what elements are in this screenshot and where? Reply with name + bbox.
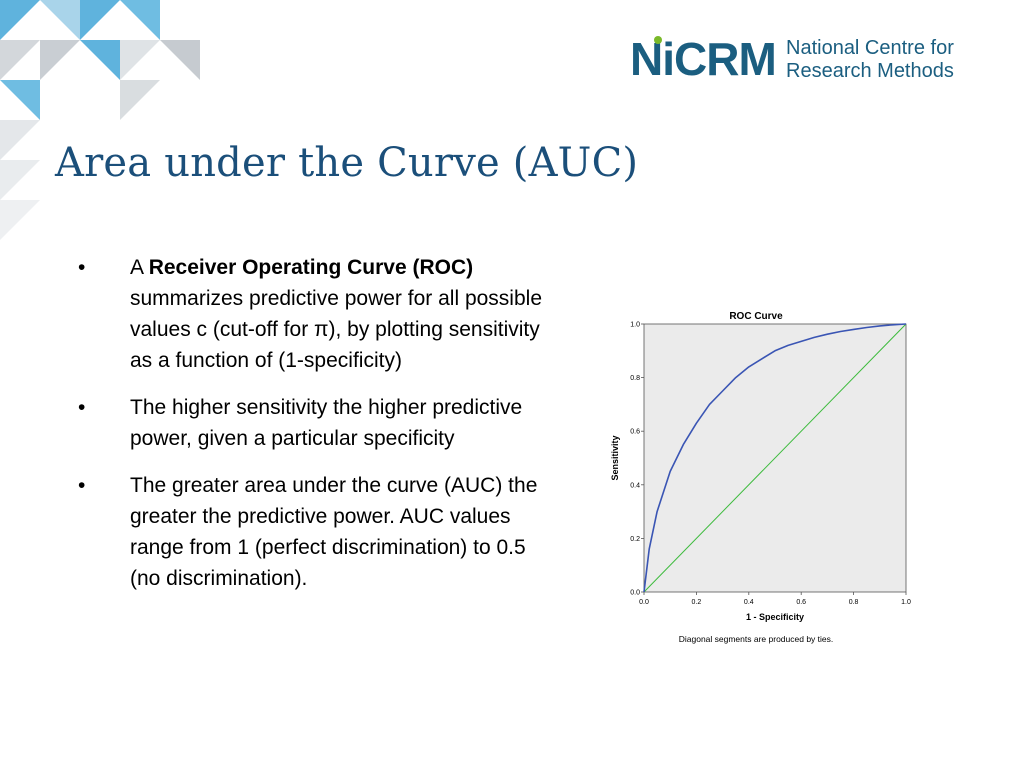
roc-curve-line: [643, 323, 907, 593]
ncrm-logo: NiCRM National Centre for Research Metho…: [630, 34, 990, 84]
x-axis-label: 1 - Specificity: [746, 612, 804, 622]
bullet-item: • The greater area under the curve (AUC)…: [75, 470, 555, 594]
logo-mark: NiCRM: [630, 33, 777, 85]
bullet-text: summarizes predictive power for all poss…: [130, 287, 542, 372]
decorative-pattern: [0, 0, 200, 240]
bullet-item: • A Receiver Operating Curve (ROC) summa…: [75, 252, 555, 376]
roc-chart: ROC Curve 0.0 0.2 0.4 0.6 0.8 1.0 0.0 0.2 0.4 0.6…: [610, 311, 911, 644]
logo-line-1: National Centre for: [786, 37, 954, 59]
y-tick-label: 0.4: [630, 482, 640, 489]
y-tick-label: 0.0: [630, 590, 640, 597]
x-tick-label: 0.6: [796, 599, 806, 606]
x-tick-label: 0.2: [692, 599, 702, 606]
bullet-marker: •: [78, 396, 86, 419]
bullet-prefix: A: [130, 256, 149, 279]
y-axis-label: Sensitivity: [610, 435, 620, 480]
x-tick-label: 0.8: [849, 599, 859, 606]
chart-title: ROC Curve: [729, 311, 783, 322]
logo-mark-text: NiCRM: [630, 33, 777, 85]
bullet-marker: •: [78, 474, 86, 497]
bullet-text: The higher sensitivity the higher predic…: [130, 396, 523, 450]
y-tick-label: 1.0: [630, 322, 640, 329]
bullet-marker: •: [78, 256, 86, 279]
slide-title: Area under the Curve (AUC): [55, 140, 639, 186]
logo-line-2: Research Methods: [786, 60, 954, 82]
logo-accent-dot: [654, 36, 662, 44]
bullet-text: The greater area under the curve (AUC) t…: [130, 474, 538, 590]
bullet-list: • A Receiver Operating Curve (ROC) summa…: [75, 252, 555, 610]
chart-footnote: Diagonal segments are produced by ties.: [679, 634, 834, 644]
logo-wordmark: National Centre for Research Methods: [786, 37, 954, 83]
y-tick-label: 0.6: [630, 429, 640, 436]
x-tick-label: 0.4: [744, 599, 754, 606]
axis-ticks: 0.0 0.2 0.4 0.6 0.8 1.0 0.0 0.2 0.4 0.6 0.8 1.0: [630, 322, 911, 607]
bullet-bold-term: Receiver Operating Curve (ROC): [148, 256, 474, 279]
reference-diagonal-line: [643, 323, 907, 593]
y-tick-label: 0.2: [630, 536, 640, 543]
series-layer: [643, 323, 907, 593]
bullet-item: • The higher sensitivity the higher pred…: [75, 392, 555, 454]
x-tick-label: 0.0: [639, 599, 649, 606]
x-tick-label: 1.0: [901, 599, 911, 606]
y-tick-label: 0.8: [630, 375, 640, 382]
